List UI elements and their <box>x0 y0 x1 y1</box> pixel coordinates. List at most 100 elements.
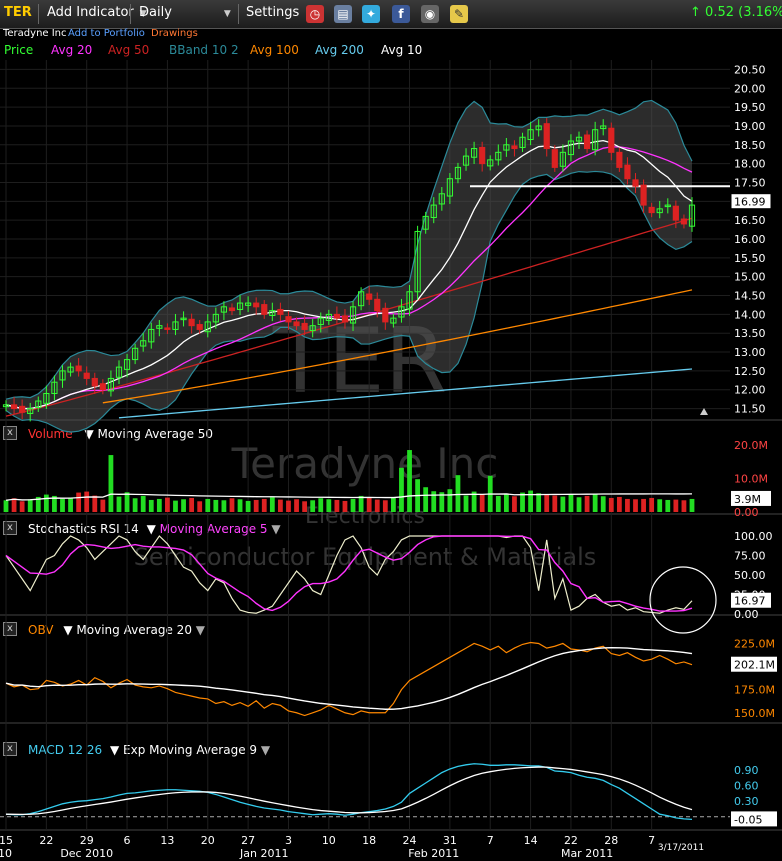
volume-bar <box>479 494 485 512</box>
legend-avg50[interactable]: Avg 50 <box>108 43 150 57</box>
volume-bar <box>447 489 453 512</box>
interval-select[interactable]: Daily ▼ <box>139 5 231 20</box>
candle-body <box>487 159 494 167</box>
volume-bar <box>229 498 235 512</box>
watermark-name: Teradyne Inc <box>231 439 499 488</box>
last-price-box <box>730 193 772 210</box>
x-tick-label: 7 <box>487 834 494 847</box>
volume-bar <box>197 501 203 512</box>
candle-body <box>269 310 276 316</box>
x-tick-label: 7 <box>648 834 655 847</box>
macd-ma-label[interactable]: ▼ Exp Moving Average 9 ▼ <box>110 743 270 757</box>
macd-last-box <box>731 811 777 827</box>
volume-bar <box>11 498 17 512</box>
legend-avg200[interactable]: Avg 200 <box>315 43 364 57</box>
stoch-last-box <box>731 592 771 608</box>
add-indicator-button[interactable]: Add Indicator ▼ <box>47 5 147 20</box>
volume-bar <box>19 501 25 512</box>
volume-ma-line <box>5 493 693 501</box>
candle-body <box>398 306 405 318</box>
volume-bar <box>657 499 663 512</box>
legend-avg20[interactable]: Avg 20 <box>51 43 93 57</box>
price-tick-label: 15.50 <box>734 252 766 265</box>
facebook-icon[interactable]: f <box>392 5 410 23</box>
add-to-portfolio-link[interactable]: Add to Portfolio <box>68 28 145 39</box>
candle-body <box>123 359 131 370</box>
legend-bband[interactable]: BBand 10 2 <box>169 43 239 57</box>
candle-body <box>180 317 187 321</box>
candle-body <box>479 146 486 165</box>
stoch-label[interactable]: Stochastics RSI 14 <box>28 522 139 536</box>
chevron-down-icon: ▼ <box>84 427 94 441</box>
month-label: Dec 2010 <box>60 847 113 860</box>
volume-bar <box>439 492 445 512</box>
macd-tick-label: 0.60 <box>734 780 759 793</box>
candle-body <box>107 377 115 392</box>
candle-body <box>172 321 179 330</box>
obv-label[interactable]: OBV <box>28 623 54 637</box>
last-date-label: 3/17/2011 <box>658 843 704 853</box>
obv-panel-header: OBV ▼ Moving Average 20 ▼ <box>28 623 205 637</box>
price-tick-label: 14.50 <box>734 290 766 303</box>
candle-body <box>115 366 123 378</box>
volume-bar <box>374 499 380 512</box>
price-tick-label: 18.00 <box>734 158 766 171</box>
volume-bar <box>60 498 65 512</box>
camera-icon[interactable]: ◉ <box>421 5 439 23</box>
candle-body <box>366 293 373 300</box>
drawings-link[interactable]: Drawings <box>151 28 198 39</box>
candle-body <box>511 145 518 150</box>
volume-bar <box>520 492 525 512</box>
candle-body <box>220 306 227 313</box>
volume-bar <box>366 497 372 512</box>
volume-bar <box>625 498 630 512</box>
obv-last-box <box>731 656 777 672</box>
candle-body <box>430 204 437 219</box>
volume-bar <box>165 497 170 512</box>
stoch-ma-label[interactable]: ▼ Moving Average 5 ▼ <box>147 522 281 536</box>
month-label: Jan 2011 <box>239 847 288 860</box>
volume-bars <box>3 450 695 512</box>
legend-avg100[interactable]: Avg 100 <box>250 43 299 57</box>
twitter-icon[interactable]: ✦ <box>362 5 380 23</box>
candle-body <box>132 347 139 361</box>
volume-bar <box>512 496 517 512</box>
price-tick-label: 11.50 <box>734 403 766 416</box>
candle-body <box>616 151 623 168</box>
volume-bar <box>294 499 299 512</box>
x-tick-label: 14 <box>524 834 538 847</box>
candle-body <box>374 298 381 312</box>
volume-ma-text: Moving Average 50 <box>97 427 214 441</box>
x-tick-label: 28 <box>604 834 618 847</box>
settings-button[interactable]: Settings <box>246 5 300 20</box>
legend-avg10[interactable]: Avg 10 <box>381 43 423 57</box>
clock-icon[interactable]: ◷ <box>306 5 324 23</box>
candle-body <box>325 313 332 321</box>
note-icon[interactable]: ✎ <box>450 5 468 23</box>
volume-bar <box>592 494 598 512</box>
x-tick-label: 29 <box>80 834 94 847</box>
candle-body <box>341 315 349 323</box>
chevron-down-icon: ▼ <box>195 623 206 637</box>
legend-price[interactable]: Price <box>4 43 34 57</box>
price-tick-label: 14.00 <box>734 308 766 321</box>
macd-ma-text: Exp Moving Average 9 <box>123 743 258 757</box>
news-icon[interactable]: ▤ <box>334 5 352 23</box>
candle-body <box>551 149 558 168</box>
candle-body <box>91 377 98 387</box>
macd-signal-line <box>5 766 693 816</box>
candle-body <box>583 134 591 150</box>
candle-body <box>75 365 82 372</box>
volume-bar <box>495 495 501 512</box>
obv-ma-label[interactable]: ▼ Moving Average 20 ▼ <box>63 623 205 637</box>
volume-ma-label[interactable]: ▼ Moving Average 50 <box>84 427 213 441</box>
x-tick-label: 22 <box>564 834 578 847</box>
month-label: Mar 2011 <box>561 847 613 860</box>
toolbar-divider <box>38 4 39 24</box>
obv-last-label: 202.1M <box>734 659 775 672</box>
volume-bar <box>3 500 9 512</box>
obv-lines <box>5 641 693 717</box>
chevron-down-icon: ▼ <box>139 9 147 19</box>
symbol-field[interactable]: TER <box>4 5 32 20</box>
